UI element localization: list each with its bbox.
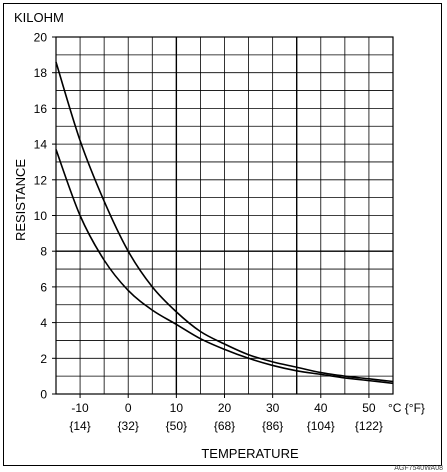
x-tick-label-f: {122} [355, 419, 383, 433]
y-tick-label: 6 [40, 280, 47, 294]
x-tick-label-c: 40 [314, 401, 328, 415]
y-tick-label: 8 [40, 245, 47, 259]
x-axis-title: TEMPERATURE [201, 446, 299, 461]
x-tick-label-f: {104} [307, 419, 335, 433]
y-tick-label: 2 [40, 352, 47, 366]
y-axis-title: RESISTANCE [13, 159, 28, 241]
y-tick-label: 20 [34, 31, 48, 45]
y-tick-label: 10 [34, 209, 48, 223]
x-tick-label-f: {50} [166, 419, 187, 433]
series-lines [55, 61, 394, 385]
tick-labels: -10{14}0{32}10{50}20{68}30{86}40{104}50{… [34, 31, 383, 434]
y-tick-label: 12 [34, 173, 48, 187]
unit-label: KILOHM [14, 10, 64, 25]
axes [52, 36, 394, 398]
y-tick-label: 0 [40, 388, 47, 402]
y-tick-label: 4 [40, 316, 47, 330]
x-tick-label-f: {68} [214, 419, 235, 433]
x-tick-label-c: 0 [125, 401, 132, 415]
x-tick-label-c: 30 [266, 401, 280, 415]
figure-code: AGF7540WA08 [394, 465, 443, 472]
x-tick-label-f: {14} [69, 419, 90, 433]
grid [56, 37, 393, 394]
y-tick-label: 16 [34, 102, 48, 116]
series-line-lower [55, 149, 394, 385]
x-tick-label-c: -10 [71, 401, 89, 415]
x-tick-label-f: {32} [118, 419, 139, 433]
x-tick-label-f: {86} [262, 419, 283, 433]
y-tick-label: 14 [34, 138, 48, 152]
series-line-upper [55, 61, 394, 383]
chart-frame [3, 3, 442, 466]
y-tick-label: 18 [34, 66, 48, 80]
x-unit-label: °C {°F} [388, 401, 425, 415]
x-tick-label-c: 20 [218, 401, 232, 415]
x-tick-label-c: 10 [170, 401, 184, 415]
x-tick-label-c: 50 [362, 401, 376, 415]
